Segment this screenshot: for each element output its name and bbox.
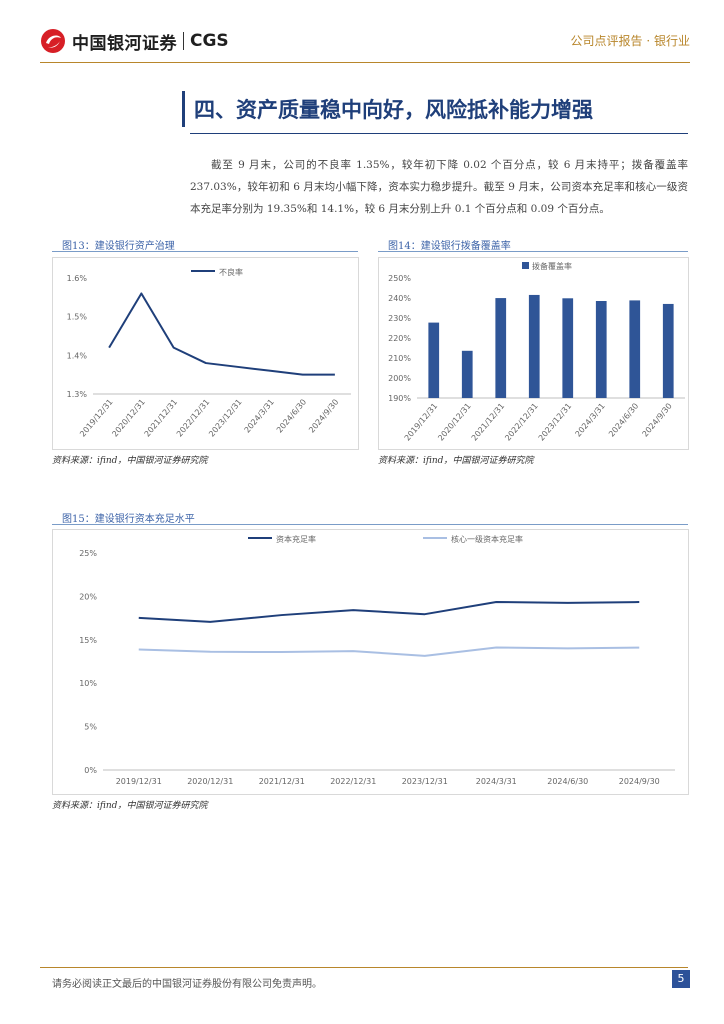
y-tick-label: 15% [79,636,97,645]
legend-label: 不良率 [219,267,243,277]
bar [461,350,473,398]
x-tick-label: 2019/12/31 [403,402,440,443]
y-tick-label: 1.6% [67,274,88,283]
figure15-title: 图15：建设银行资本充足水平 [62,514,195,525]
logo-english-name: CGS [190,31,229,51]
series-line [108,292,335,376]
figure14-title: 图14：建设银行拨备覆盖率 [388,241,511,252]
brand-logo: 中国银河证券 CGS [40,28,229,54]
x-tick-label: 2023/12/31 [402,777,448,786]
section-title-accent [182,91,185,127]
y-tick-label: 250% [388,274,411,283]
x-tick-label: 2022/12/31 [330,777,376,786]
bar [562,298,574,398]
x-tick-label: 2024/3/31 [476,777,517,786]
x-tick-label: 2024/6/30 [547,777,588,786]
figure13-source: 资料来源：ifind，中国银河证券研究院 [52,456,208,466]
section-title-underline [190,133,688,134]
bar [528,294,540,398]
bar [495,298,507,398]
x-tick-label: 2024/9/30 [307,398,340,435]
figure14-chart-frame: 190% 200% 210% 220% 230% 240% 250% 2019/12/31 20… [378,257,689,450]
bar [629,300,641,398]
y-tick-label: 200% [388,374,411,383]
footer-divider [40,967,688,968]
figure15-source: 资料来源：ifind，中国银河证券研究院 [52,801,208,811]
figure13-title: 图13：建设银行资产治理 [62,241,175,252]
x-tick-label: 2020/12/31 [187,777,233,786]
y-tick-label: 220% [388,334,411,343]
y-tick-label: 1.3% [67,390,88,399]
logo-divider [183,32,184,50]
report-category: 公司点评报告 · 银行业 [570,34,690,48]
figure13-chart-frame: 1.3% 1.4% 1.5% 1.6% 2019/12/31 2020/12/31 2021… [52,257,359,450]
x-tick-label: 2021/12/31 [259,777,305,786]
x-tick-label: 2024/6/30 [607,402,640,439]
section-paragraph: 截至 9 月末，公司的不良率 1.35%，较年初下降 0.02 个百分点，较 6… [190,159,688,215]
y-tick-label: 1.4% [67,351,88,360]
legend-swatch [522,262,529,269]
legend-label: 拨备覆盖率 [532,261,572,271]
x-tick-label: 2024/9/30 [619,777,660,786]
y-tick-label: 190% [388,394,411,403]
bar [595,301,607,398]
capital-adequacy-chart: 0% 5% 10% 15% 20% 25% 2019/12/31 2020/12/31 2021… [79,534,675,786]
x-tick-label: 2020/12/31 [436,402,473,443]
logo-chinese-name: 中国银河证券 [72,33,177,54]
figure15-rule [52,524,688,525]
x-tick-label: 2024/9/30 [641,402,674,439]
y-tick-label: 210% [388,354,411,363]
header-divider [40,62,690,63]
bar [428,322,440,398]
x-tick-label: 2024/6/30 [275,398,308,435]
figure13-rule [52,251,358,252]
y-tick-label: 0% [84,766,97,775]
section-title: 四、资产质量稳中向好，风险抵补能力增强 [194,97,593,122]
x-tick-label: 2019/12/31 [116,777,162,786]
series-line [138,600,640,623]
x-tick-label: 2019/12/31 [78,398,115,439]
y-tick-label: 1.5% [67,313,88,322]
x-tick-label: 2024/3/31 [243,398,276,435]
series-line [138,646,640,657]
page-number: 5 [672,970,690,988]
figure14-source: 资料来源：ifind，中国银河证券研究院 [378,456,534,466]
npl-ratio-chart: 1.3% 1.4% 1.5% 1.6% 2019/12/312020/12/312021… [67,267,351,439]
x-tick-label: 2020/12/31 [110,398,147,439]
bar [662,303,674,398]
x-tick-label: 2024/3/31 [574,402,607,439]
legend-label: 核心一级资本充足率 [451,534,523,544]
y-tick-label: 10% [79,679,97,688]
galaxy-logo-icon [41,29,65,53]
y-tick-label: 230% [388,314,411,323]
figure15-chart-frame: 0% 5% 10% 15% 20% 25% 2019/12/31 2020/12/31 2021… [52,529,689,795]
y-tick-label: 240% [388,294,411,303]
footer-disclaimer: 请务必阅读正文最后的中国银河证券股份有限公司免责声明。 [52,979,322,990]
legend-label: 资本充足率 [276,534,316,544]
x-tick-label: 2022/12/31 [503,402,540,443]
x-tick-label: 2022/12/31 [175,398,212,439]
x-tick-label: 2021/12/31 [143,398,180,439]
y-tick-label: 25% [79,549,97,558]
x-tick-label: 2021/12/31 [470,402,507,443]
x-tick-label: 2023/12/31 [537,402,574,443]
figure14-rule [378,251,688,252]
provision-coverage-chart: 190%200%210%220%230%240%250%2019/12/3120… [388,261,685,443]
y-tick-label: 5% [84,723,97,732]
y-tick-label: 20% [79,592,97,601]
x-tick-label: 2023/12/31 [207,398,244,439]
